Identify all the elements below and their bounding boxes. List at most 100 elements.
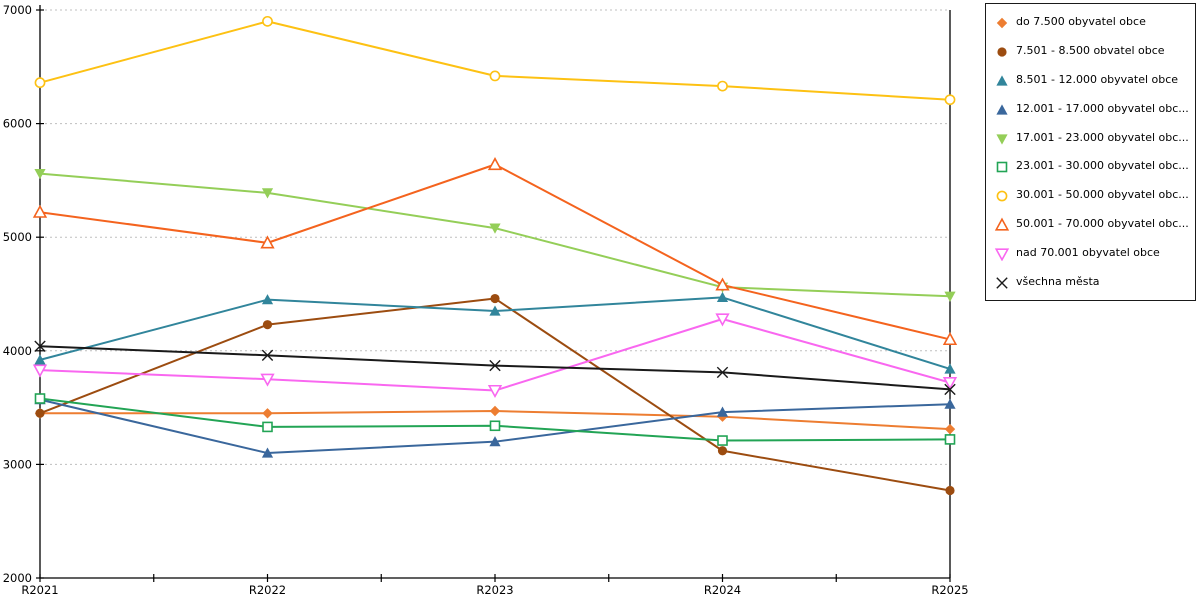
triangle-up-filled-marker-icon [716,406,729,417]
circle-open-marker-icon [717,80,728,92]
legend-item-label: do 7.500 obyvatel obce [1016,15,1146,29]
legend-marker-icon [994,248,1010,261]
x-tick-label: R2024 [704,583,741,597]
legend-marker-icon [997,47,1007,57]
legend-marker-icon [996,75,1008,86]
legend: do 7.500 obyvatel obce 7.501 - 8.500 obva… [985,3,1196,301]
triangle-down-open-icon [994,248,1010,261]
legend-item: do 7.500 obyvatel obce [994,12,1191,32]
series-8 [32,313,958,399]
series-5 [34,393,956,446]
y-tick-label: 5000 [3,230,32,244]
triangle-up-filled-icon [996,75,1008,86]
triangle-up-filled-marker-icon [261,294,274,305]
circle-filled-icon [997,47,1007,57]
y-tick-label: 4000 [3,344,32,358]
x-cross-marker-icon [489,359,501,372]
series-6 [34,15,956,106]
square-open-marker-icon [717,435,728,446]
series-2 [34,291,956,374]
legend-item-label: 23.001 - 30.000 obyvatel obc... [1016,159,1189,173]
x-cross-marker-icon [716,366,729,379]
triangle-down-open-marker-icon [715,313,730,327]
triangle-down-open-marker-icon [487,384,503,399]
circle-filled-marker-icon [35,408,45,418]
legend-item: 30.001 - 50.000 obyvatel obc... [994,185,1191,205]
x-tick-label: R2021 [21,583,58,597]
legend-marker-icon [996,18,1008,29]
legend-item-label: 7.501 - 8.500 obvatel obce [1016,44,1165,58]
triangle-up-filled-icon [996,104,1008,115]
x-cross-icon [996,276,1008,289]
legend-item-label: 30.001 - 50.000 obyvatel obc... [1016,188,1189,202]
legend-item-label: 12.001 - 17.000 obyvatel obc... [1016,101,1189,115]
circle-open-marker-icon [262,15,273,27]
triangle-down-filled-marker-icon [34,168,46,180]
diamond-filled-marker-icon [944,423,956,435]
square-open-marker-icon [262,421,273,433]
circle-filled-marker-icon [717,446,728,456]
circle-filled-marker-icon [262,320,273,330]
square-open-marker-icon [944,434,956,445]
legend-item-label: nad 70.001 obyvatel obce [1016,245,1160,259]
x-cross-marker-icon [34,340,46,352]
triangle-down-filled-marker-icon [944,291,956,302]
triangle-up-filled-marker-icon [489,305,501,316]
legend-marker-icon [996,190,1008,202]
diamond-filled-marker-icon [262,408,273,419]
legend-marker-icon [996,104,1008,115]
x-tick-label: R2023 [476,583,513,597]
legend-marker-icon [996,133,1008,145]
series-line [39,345,951,391]
triangle-down-filled-icon [996,133,1008,145]
series-4 [34,168,956,302]
legend-item: 17.001 - 23.000 obyvatel obc... [994,128,1191,148]
triangle-up-filled-marker-icon [944,363,956,374]
legend-marker-icon [994,217,1010,231]
diamond-filled-marker-icon [489,405,501,417]
triangle-up-filled-marker-icon [716,291,729,303]
triangle-up-filled-marker-icon [944,398,956,409]
series-1 [35,293,955,496]
y-tick-label: 6000 [3,117,32,131]
legend-marker-icon [996,276,1008,289]
triangle-down-open-marker-icon [942,377,958,391]
series-7 [32,157,958,346]
legend-item: 12.001 - 17.000 obyvatel obc... [994,99,1191,119]
series-line [39,172,951,298]
x-tick-label: R2025 [931,583,968,597]
legend-item-label: 50.001 - 70.000 obyvatel obc... [1016,216,1189,230]
x-tick-label: R2022 [249,583,286,597]
triangle-up-open-marker-icon [487,157,503,171]
triangle-down-filled-marker-icon [489,223,501,234]
square-open-marker-icon [34,393,46,404]
legend-item-label: 8.501 - 12.000 obyvatel obce [1016,72,1179,86]
square-open-icon [996,162,1008,173]
y-tick-label: 3000 [3,457,32,471]
triangle-up-filled-marker-icon [261,447,274,458]
triangle-up-open-icon [994,217,1010,231]
circle-filled-marker-icon [945,485,955,496]
triangle-up-filled-marker-icon [489,436,501,447]
circle-open-marker-icon [34,77,46,89]
circle-open-marker-icon [489,70,501,82]
legend-item-label: všechna města [1016,274,1100,288]
series-line [39,397,951,442]
legend-item-label: 17.001 - 23.000 obyvatel obc... [1016,130,1189,144]
triangle-up-open-marker-icon [32,204,48,218]
diamond-filled-icon [996,18,1008,29]
legend-item: 50.001 - 70.000 obyvatel obc... [994,214,1191,234]
legend-marker-icon [996,162,1008,173]
legend-item: všechna města [994,272,1191,292]
x-cross-marker-icon [944,383,956,396]
series-line [39,20,951,101]
triangle-down-open-marker-icon [260,373,275,387]
legend-item: 7.501 - 8.500 obvatel obce [994,41,1191,61]
triangle-up-open-marker-icon [715,277,730,291]
triangle-up-open-marker-icon [260,235,275,249]
legend-item: 8.501 - 12.000 obyvatel obce [994,70,1191,90]
circle-open-marker-icon [944,94,956,106]
triangle-down-open-marker-icon [32,364,48,378]
legend-item: 23.001 - 30.000 obyvatel obc... [994,156,1191,176]
